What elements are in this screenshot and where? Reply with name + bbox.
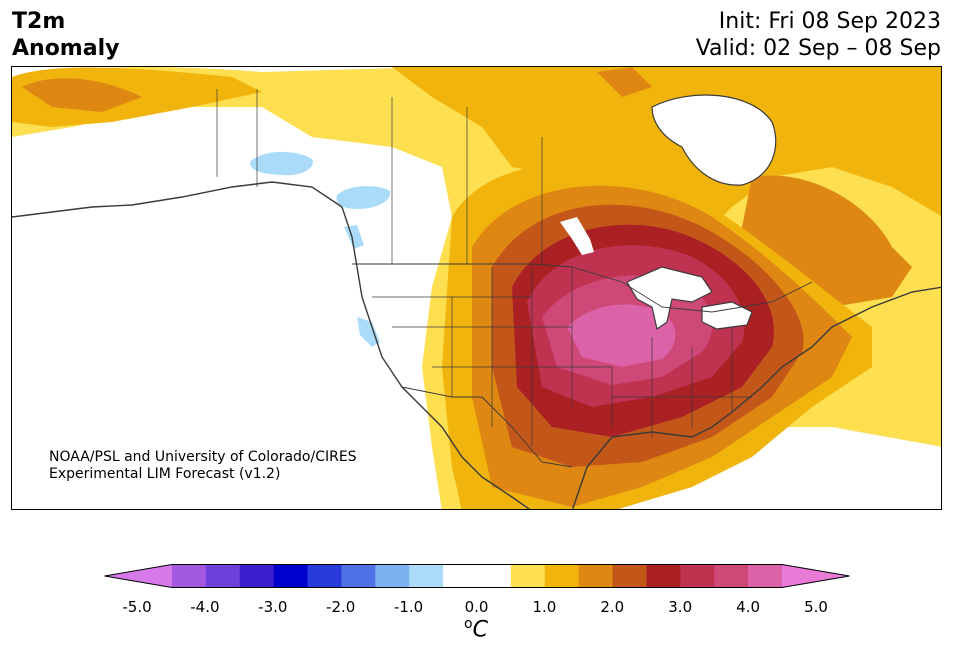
colorbar-tick-label: -3.0 <box>258 598 288 616</box>
us-mexico-border <box>401 386 573 468</box>
gulf-coastline <box>571 286 941 509</box>
colorbar-cell <box>205 564 241 588</box>
map-svg <box>12 67 941 509</box>
colorbar <box>104 564 850 588</box>
colorbar-tick-label: 5.0 <box>804 598 828 616</box>
colorbar-cell <box>510 564 546 588</box>
colorbar-cell <box>680 564 715 588</box>
colorbar-tick-label: 0.0 <box>464 598 489 616</box>
admin-boundaries <box>216 89 752 447</box>
colorbar-cell <box>748 564 783 588</box>
colorbar-cell <box>341 564 376 588</box>
anomaly-map <box>11 66 942 510</box>
colorbar-cells <box>104 564 850 588</box>
credit-line-1: NOAA/PSL and University of Colorado/CIRE… <box>49 449 357 465</box>
anomaly-pink-core <box>567 304 676 367</box>
colorbar-outline <box>104 564 850 588</box>
colorbar-cell <box>273 564 308 588</box>
pacific-coastline <box>12 181 531 509</box>
anomaly-blue-alberta <box>250 151 313 176</box>
great-lakes <box>626 266 753 331</box>
colorbar-cell <box>612 564 647 588</box>
colorbar-cell <box>646 564 681 588</box>
colorbar-cell <box>307 564 342 588</box>
colorbar-cell <box>172 564 207 588</box>
title-line-2: Anomaly <box>12 36 120 61</box>
colorbar-cell <box>443 564 478 588</box>
colorbar-tick-label: -2.0 <box>326 598 356 616</box>
anomaly-gold-north <box>392 67 941 227</box>
colorbar-cell <box>544 564 580 588</box>
anomaly-orange-northwest <box>22 78 142 112</box>
colorbar-cell <box>477 564 512 588</box>
valid-range: Valid: 02 Sep – 08 Sep <box>695 36 941 61</box>
unit-label: oC <box>464 616 488 642</box>
degree-mark: o <box>464 616 473 632</box>
colorbar-tick-label: 3.0 <box>668 598 693 616</box>
colorbar-tick-label: 1.0 <box>532 598 557 616</box>
anomaly-orange-hudson <box>597 67 652 97</box>
lake-winnipeg <box>560 217 594 255</box>
forecast-dates: Init: Fri 08 Sep 2023 Valid: 02 Sep – 08… <box>696 8 941 62</box>
credit-line-2: Experimental LIM Forecast (v1.2) <box>49 466 281 482</box>
colorbar-cell <box>239 564 275 588</box>
us-canada-border <box>352 263 813 313</box>
colorbar-extend-low <box>104 564 172 588</box>
colorbar-cell <box>714 564 749 588</box>
anomaly-blue-montana <box>336 186 391 209</box>
colorbar-tick-label: -1.0 <box>393 598 424 616</box>
init-date: Init: Fri 08 Sep 2023 <box>718 9 941 34</box>
anomaly-blue-california <box>357 317 380 347</box>
title-line-1: T2m <box>12 9 66 34</box>
colorbar-extend-high <box>782 564 850 588</box>
colorbar-cell <box>578 564 613 588</box>
colorbar-tick-label: 2.0 <box>600 598 625 616</box>
anomaly-blue-oregon <box>344 225 364 249</box>
credit-text: NOAA/PSL and University of Colorado/CIRE… <box>49 449 357 483</box>
colorbar-cell <box>375 564 410 588</box>
colorbar-tick-label: -4.0 <box>190 598 220 616</box>
map-title: T2m Anomaly <box>12 8 119 62</box>
colorbar-cell <box>409 564 444 588</box>
hudson-bay <box>651 94 777 186</box>
colorbar-tick-label: -5.0 <box>122 598 152 616</box>
unit-text: C <box>472 617 488 643</box>
colorbar-tick-label: 4.0 <box>736 598 761 616</box>
